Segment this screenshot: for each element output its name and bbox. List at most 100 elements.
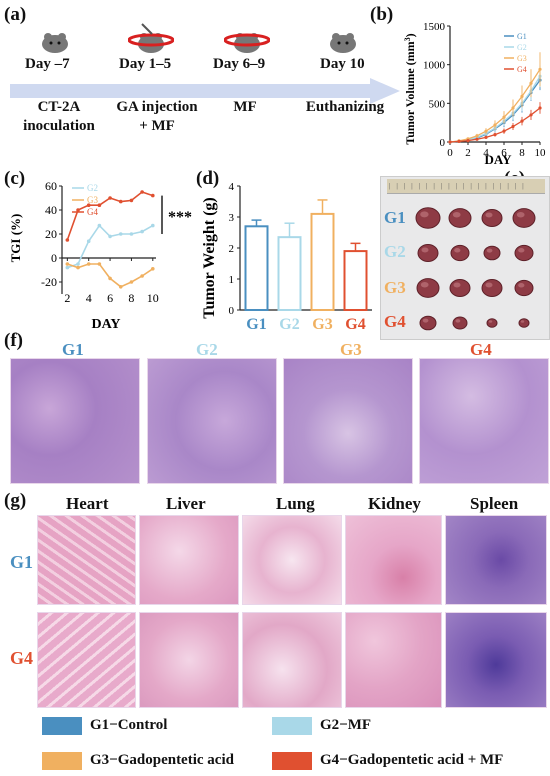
tumor-specimen bbox=[448, 208, 472, 228]
panel-label-b: (b) bbox=[370, 4, 394, 25]
g-col-spleen: Spleen bbox=[470, 494, 519, 513]
tumor-highlight bbox=[485, 282, 493, 288]
histology-liver-g1 bbox=[139, 515, 239, 605]
legend-swatch-g3 bbox=[42, 752, 82, 770]
bar-G3 bbox=[310, 212, 335, 311]
timeline-day-1: Day –7 bbox=[25, 56, 70, 72]
bar-G1 bbox=[244, 225, 269, 311]
tumor-highlight bbox=[421, 247, 429, 253]
y-tick-label: 4 bbox=[229, 181, 235, 193]
panel-label-f: (f) bbox=[4, 330, 23, 351]
timeline-action-3: MF bbox=[233, 99, 257, 115]
tumor-highlight bbox=[488, 320, 493, 323]
legend-label-G3: G3 bbox=[87, 195, 98, 205]
x-tick-label: 10 bbox=[535, 147, 547, 159]
y-tick-label: 1500 bbox=[423, 21, 446, 33]
tumor-specimen bbox=[481, 279, 503, 297]
photo-label-g1: G1 bbox=[384, 208, 406, 227]
tumor-highlight bbox=[485, 212, 493, 218]
histology-lung-g4 bbox=[242, 612, 342, 708]
mouse-field-icon bbox=[224, 33, 270, 53]
tumor-highlight bbox=[453, 282, 461, 288]
y-tick-label: 3 bbox=[229, 212, 235, 224]
tumor-highlight bbox=[520, 320, 525, 323]
f-title-g4: G4 bbox=[470, 340, 492, 359]
tumor-highlight bbox=[420, 211, 429, 218]
x-tick-label: 4 bbox=[86, 291, 92, 305]
tumor-specimen bbox=[417, 244, 439, 262]
panel-label-g: (g) bbox=[4, 490, 27, 511]
tumor-highlight bbox=[455, 319, 461, 323]
tumor-highlight bbox=[518, 248, 525, 253]
tumor-highlight bbox=[454, 248, 461, 253]
x-tick-label: 0 bbox=[447, 147, 453, 159]
tumor-specimen bbox=[416, 278, 440, 298]
tumor-highlight bbox=[486, 248, 493, 253]
bar-G2 bbox=[277, 236, 302, 311]
tumor-specimen bbox=[415, 207, 441, 229]
series-line-G4 bbox=[66, 191, 154, 241]
legend-label-G1: G1 bbox=[517, 32, 527, 41]
timeline-day-3: Day 6–9 bbox=[213, 56, 266, 72]
g-col-lung: Lung bbox=[276, 494, 315, 513]
tumor-specimen bbox=[452, 316, 468, 330]
histology-kidney-g1 bbox=[345, 515, 442, 605]
timeline-action-2: GA injection + MF bbox=[116, 99, 198, 134]
y-tick-label: 0 bbox=[51, 251, 57, 265]
panel-label-c: (c) bbox=[4, 168, 26, 189]
g-row-g1: G1 bbox=[10, 552, 34, 572]
y-tick-label: 2 bbox=[229, 243, 235, 255]
photo-label-g3: G3 bbox=[384, 278, 406, 297]
histology-lung-g1 bbox=[242, 515, 342, 605]
legend-label-G2: G2 bbox=[87, 183, 98, 193]
histology-liver-g4 bbox=[139, 612, 239, 708]
x-tick-label: 6 bbox=[107, 291, 113, 305]
y-tick-label: 500 bbox=[429, 98, 446, 110]
legend-label-g1: G1−Control bbox=[90, 717, 168, 733]
legend-label-G3: G3 bbox=[517, 54, 527, 63]
chart-c-ylabel: TGI (%) bbox=[8, 214, 23, 263]
x-tick-label: 6 bbox=[501, 147, 507, 159]
tumor-specimen bbox=[518, 318, 530, 328]
chart-b-ylabel: Tumor Volume (mm3) bbox=[403, 33, 417, 144]
y-tick-label: 1 bbox=[229, 274, 235, 286]
panel-label-d: (d) bbox=[196, 168, 220, 189]
y-tick-label: 0 bbox=[229, 305, 235, 317]
y-tick-label: 1000 bbox=[423, 60, 446, 72]
histology-kidney-g4 bbox=[345, 612, 442, 708]
tumor-highlight bbox=[516, 211, 525, 218]
f-title-g2: G2 bbox=[196, 340, 218, 359]
significance-marker: *** bbox=[168, 209, 192, 226]
histology-heart-g1 bbox=[37, 515, 136, 605]
mouse-injection-icon bbox=[128, 23, 174, 53]
x-tick-label: 2 bbox=[465, 147, 471, 159]
tumor-highlight bbox=[518, 283, 525, 288]
chart-d-ylabel: Tumor Weight (g) bbox=[201, 197, 218, 319]
legend-label-g3: G3−Gadopentetic acid bbox=[90, 752, 234, 768]
legend-label-G4: G4 bbox=[87, 207, 98, 217]
series-line-G3 bbox=[67, 263, 154, 288]
tumor-specimen bbox=[483, 245, 501, 261]
tumor-specimen bbox=[514, 279, 534, 297]
histology-f-g2 bbox=[147, 358, 277, 484]
ruler: ||||||||||||||||||| bbox=[387, 179, 545, 194]
x-tick-label: 10 bbox=[147, 291, 159, 305]
histology-spleen-g4 bbox=[445, 612, 547, 708]
x-tick-label-G3: G3 bbox=[312, 316, 332, 333]
timeline-arrow bbox=[10, 78, 400, 104]
tumor-highlight bbox=[420, 281, 429, 288]
photo-label-g4: G4 bbox=[384, 312, 406, 331]
histology-spleen-g1 bbox=[445, 515, 547, 605]
x-tick-label: 8 bbox=[128, 291, 134, 305]
g-row-g4: G4 bbox=[10, 648, 34, 668]
timeline-action-1: CT-2A inoculation bbox=[23, 99, 95, 134]
tumor-specimen bbox=[419, 315, 437, 331]
x-tick-label: 2 bbox=[64, 291, 70, 305]
histology-f-g1 bbox=[10, 358, 140, 484]
g-col-heart: Heart bbox=[66, 494, 109, 513]
f-title-g1: G1 bbox=[62, 340, 84, 359]
photo-label-g2: G2 bbox=[384, 242, 406, 261]
chart-b-xlabel: DAY bbox=[485, 152, 513, 167]
y-tick-label: 20 bbox=[45, 227, 57, 241]
